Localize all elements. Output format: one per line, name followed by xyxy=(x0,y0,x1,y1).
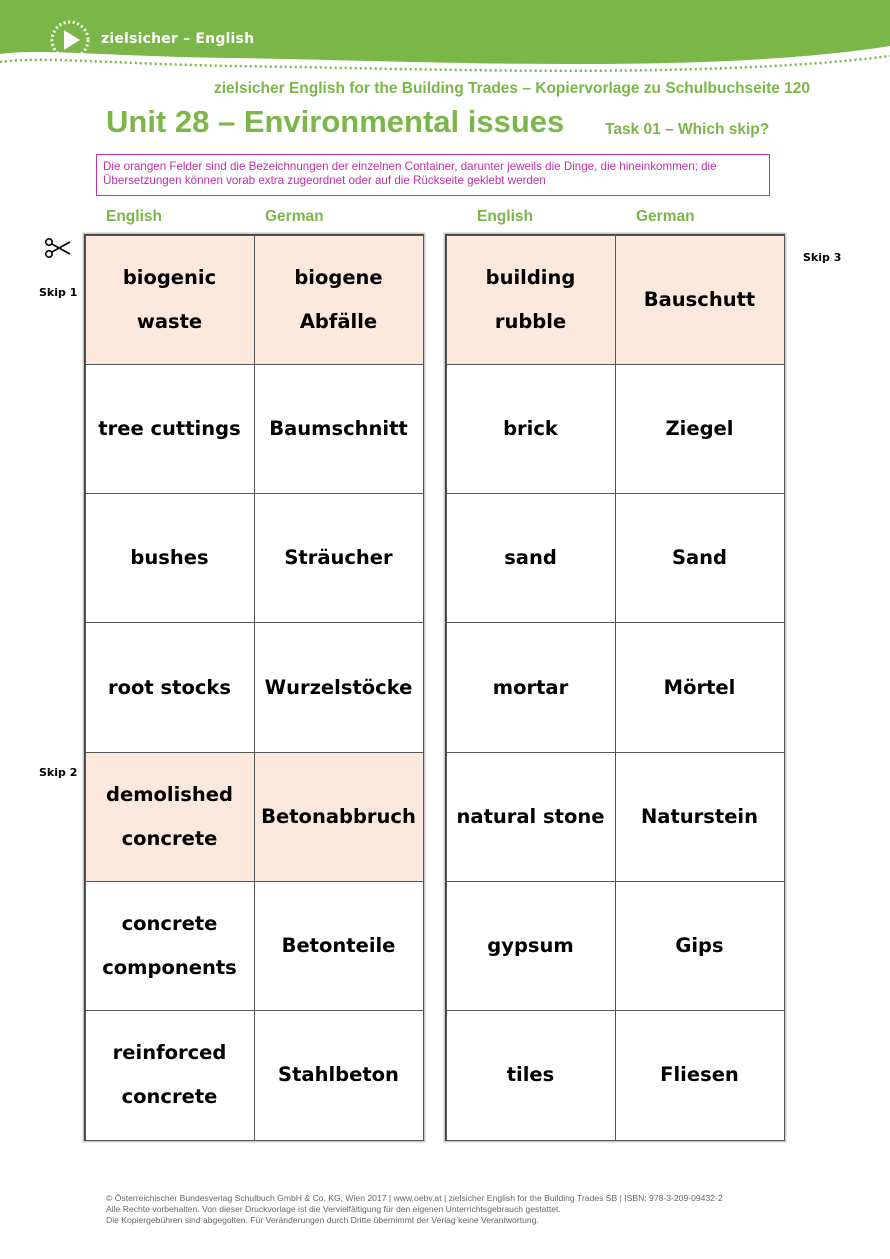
instruction-box: Die orangen Felder sind die Bezeichnunge… xyxy=(96,154,770,196)
column-header-left-english: English xyxy=(106,208,162,225)
left-cell-text: Stahlbeton xyxy=(278,1063,399,1087)
right-cell-de: Ziegel xyxy=(614,363,785,495)
right-cell-text: sand xyxy=(504,546,557,570)
right-cell-en: sand xyxy=(445,493,616,624)
left-cell-en: bushes xyxy=(84,493,255,624)
scissors-icon xyxy=(44,237,71,259)
skip-3-label: Skip 3 xyxy=(803,251,842,264)
left-cell-text: reinforced concrete xyxy=(112,1041,227,1109)
left-cell-text: biogene Abfälle xyxy=(294,265,383,333)
skip-2-label: Skip 2 xyxy=(39,766,78,779)
footer-line-2: Alle Rechte vorbehalten. Von dieser Druc… xyxy=(106,1204,561,1214)
right-cell-text: Ziegel xyxy=(665,416,734,440)
left-cell-de: Stahlbeton xyxy=(253,1010,424,1141)
left-cell-en: tree cuttings xyxy=(84,363,255,495)
right-cell-text: tiles xyxy=(506,1063,555,1087)
left-cell-en: biogenic waste xyxy=(84,234,255,365)
left-cell-text: Sträucher xyxy=(284,546,393,570)
left-cell-de: Wurzelstöcke xyxy=(253,622,424,753)
left-cell-en: root stocks xyxy=(84,622,255,753)
unit-title: Unit 28 – Environmental issues xyxy=(106,104,565,139)
right-cell-en: gypsum xyxy=(445,880,616,1012)
right-cell-de: Fliesen xyxy=(614,1010,785,1141)
left-cell-text: Baumschnitt xyxy=(269,416,408,440)
page-subtitle: zielsicher English for the Building Trad… xyxy=(214,80,811,97)
right-cell-en: natural stone xyxy=(445,751,616,882)
left-cell-de: Betonabbruch xyxy=(253,751,424,882)
left-cell-text: demolished concrete xyxy=(106,782,233,850)
right-cell-text: mortar xyxy=(492,675,569,699)
left-cell-en: demolished concrete xyxy=(84,751,255,882)
footer-line-3: Die Kopiergebühren sind abgegolten. Für … xyxy=(106,1215,539,1225)
task-title: Task 01 – Which skip? xyxy=(605,121,770,138)
right-cell-en: mortar xyxy=(445,622,616,753)
left-cell-text: concrete components xyxy=(102,912,237,980)
column-header-left-german: German xyxy=(265,208,324,225)
left-cell-text: tree cuttings xyxy=(98,416,241,440)
right-cell-de: Sand xyxy=(614,493,785,624)
right-cell-en: tiles xyxy=(445,1010,616,1141)
left-cell-de: biogene Abfälle xyxy=(253,234,424,365)
left-cell-text: Betonabbruch xyxy=(261,804,416,828)
left-cell-de: Baumschnitt xyxy=(253,363,424,495)
right-cell-text: natural stone xyxy=(456,804,605,828)
right-cell-de: Gips xyxy=(614,880,785,1012)
skip-1-label: Skip 1 xyxy=(39,286,78,299)
column-header-right-german: German xyxy=(636,208,695,225)
left-cell-text: Wurzelstöcke xyxy=(264,675,413,699)
logo-text: zielsicher – English xyxy=(101,31,255,47)
right-cell-de: Mörtel xyxy=(614,622,785,753)
header-banner xyxy=(0,0,890,80)
left-cell-text: root stocks xyxy=(108,675,231,699)
left-cell-de: Sträucher xyxy=(253,493,424,624)
right-cell-text: Bauschutt xyxy=(643,287,756,311)
right-cell-text: building rubble xyxy=(485,265,576,333)
footer-line-1: © Österreichischer Bundesverlag Schulbuc… xyxy=(106,1193,723,1203)
column-header-right-english: English xyxy=(477,208,533,225)
right-cell-text: Mörtel xyxy=(663,675,736,699)
right-cell-text: Sand xyxy=(671,546,728,570)
right-cell-text: gypsum xyxy=(487,934,574,958)
left-vocab-table: biogenic waste biogene Abfälle tree cuttin… xyxy=(84,234,424,1142)
right-cell-en: brick xyxy=(445,363,616,495)
right-vocab-table: building rubble Bauschutt brick Ziegel sand S… xyxy=(445,234,785,1142)
left-cell-text: biogenic waste xyxy=(122,265,217,333)
right-cell-text: Naturstein xyxy=(640,804,759,828)
left-cell-text: Betonteile xyxy=(281,934,396,958)
left-cell-de: Betonteile xyxy=(253,880,424,1012)
footer-copyright: © Österreichischer Bundesverlag Schulbuc… xyxy=(106,1193,723,1226)
left-cell-text: bushes xyxy=(130,546,209,570)
left-cell-en: concrete components xyxy=(84,880,255,1012)
right-cell-text: brick xyxy=(503,416,558,440)
left-cell-en: reinforced concrete xyxy=(84,1010,255,1141)
right-cell-text: Fliesen xyxy=(660,1063,739,1087)
right-cell-text: Gips xyxy=(675,934,724,958)
right-cell-de: Naturstein xyxy=(614,751,785,882)
right-cell-en: building rubble xyxy=(445,234,616,365)
right-cell-de: Bauschutt xyxy=(614,234,785,365)
